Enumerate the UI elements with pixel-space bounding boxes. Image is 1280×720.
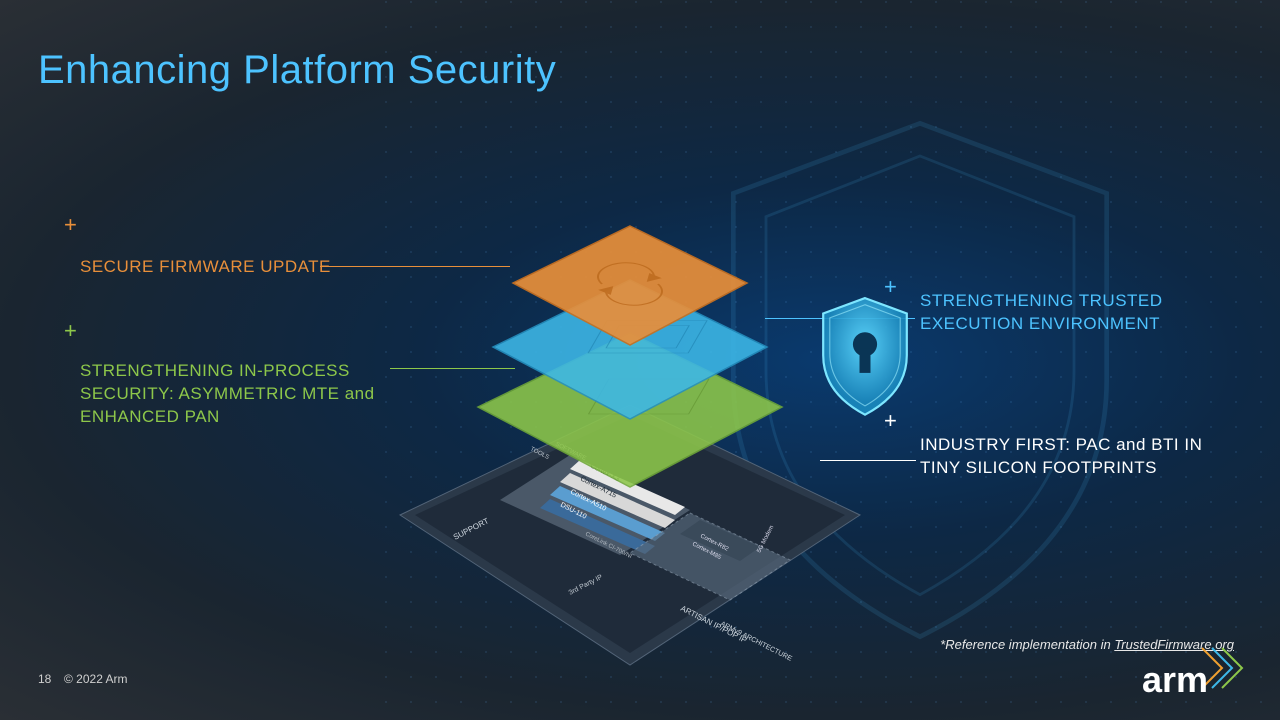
callout-firmware: SECURE FIRMWARE UPDATE xyxy=(80,256,331,279)
svg-text:arm: arm xyxy=(1142,659,1208,700)
svg-text:ARMv9 ARCHITECTURE: ARMv9 ARCHITECTURE xyxy=(719,621,793,663)
callout-tee: STRENGTHENING TRUSTED EXECUTION ENVIRONM… xyxy=(920,290,1230,336)
slide-title: Enhancing Platform Security xyxy=(38,48,556,93)
layer-stack-diagram: SUPPORT ARTISAN IP/POP IP ARMv9 ARCHITEC… xyxy=(380,160,880,600)
shield-keyhole-icon xyxy=(810,290,920,425)
copyright: © 2022 Arm xyxy=(64,672,128,686)
layer-orange xyxy=(505,218,755,353)
footnote-prefix: *Reference implementation in xyxy=(940,637,1114,652)
plus-marker-inprocess: + xyxy=(64,318,77,344)
page-number: 18 xyxy=(38,672,51,686)
plus-marker-firmware: + xyxy=(64,212,77,238)
callout-inprocess: STRENGTHENING IN-PROCESS SECURITY: ASYMM… xyxy=(80,360,390,429)
callout-pacbti: INDUSTRY FIRST: PAC and BTI IN TINY SILI… xyxy=(920,434,1240,480)
arm-logo: arm xyxy=(1094,640,1244,700)
